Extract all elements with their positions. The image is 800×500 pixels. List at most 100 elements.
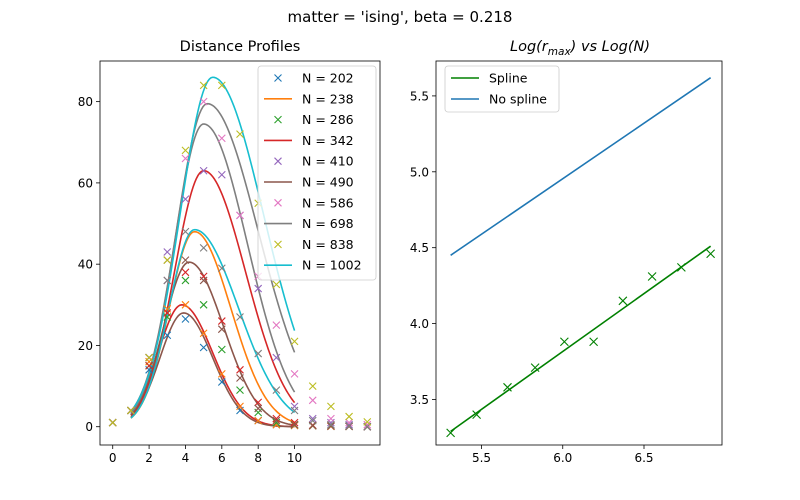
legend-label: N = 286: [302, 112, 354, 127]
legend-item: N = 342: [264, 133, 354, 148]
profile-point: [290, 421, 299, 430]
legend-label: N = 342: [302, 133, 354, 148]
legend-marker: [274, 115, 282, 124]
profile-point: [145, 361, 153, 370]
profile-point: [108, 418, 117, 427]
profile-point: [199, 276, 208, 285]
data-point: [446, 428, 456, 438]
data-point: [472, 410, 482, 420]
profile-point: [217, 345, 226, 354]
legend-box: [257, 65, 377, 281]
profile-point: [236, 402, 244, 411]
profile-point: [181, 154, 190, 163]
profile-point: [217, 370, 226, 378]
profile-point: [272, 321, 281, 330]
profile-point: [290, 420, 299, 429]
legend-item: N = 698: [264, 216, 354, 231]
x-tick-label: 0: [109, 451, 117, 465]
legend-item: N = 238: [264, 91, 354, 106]
profile-point: [199, 329, 208, 338]
legend-item: N = 586: [274, 195, 354, 210]
profile-point: [127, 406, 135, 415]
data-point: [589, 337, 599, 347]
legend-item: N = 838: [274, 237, 354, 252]
profile-point: [217, 264, 226, 273]
profile-point: [181, 268, 190, 277]
profile-point: [163, 256, 172, 264]
right-chart-title: Log(rmax) vs Log(N): [510, 39, 650, 58]
profile-point: [217, 378, 226, 386]
y-tick-label: 40: [78, 258, 93, 272]
y-tick-label: 60: [78, 176, 93, 190]
left-axes-frame: [99, 60, 381, 446]
data-point: [676, 263, 686, 272]
profile-point: [272, 414, 281, 423]
left-plot-area: [108, 76, 372, 431]
profile-point: [272, 353, 281, 362]
profile-point: [181, 146, 190, 155]
x-tick-label: 5.5: [472, 451, 491, 465]
x-tick-label: 6.5: [634, 451, 653, 465]
data-point: [503, 382, 512, 392]
legend-item: N = 1002: [264, 258, 362, 273]
profile-point: [217, 325, 226, 334]
legend-label: Spline: [489, 71, 528, 86]
profile-point: [290, 337, 299, 346]
data-point: [559, 337, 569, 347]
profile-point: [327, 420, 335, 429]
profile-point: [308, 382, 317, 390]
profile-point: [217, 134, 226, 143]
profile-point: [181, 195, 190, 204]
right-axes: 5.5 6.0 6.5 3.5 4.0 4.5 5.0 5.5: [410, 60, 723, 465]
profile-point: [199, 81, 208, 90]
profile-point: [217, 317, 226, 325]
profile-point: [272, 416, 281, 425]
profile-point: [290, 406, 299, 415]
right-plot-area: [446, 77, 716, 438]
profile-point: [290, 370, 299, 378]
profile-point: [290, 402, 299, 411]
profile-point: [272, 386, 281, 395]
right-legend: Spline No spline: [444, 65, 560, 113]
profile-point: [254, 349, 263, 358]
y-tick-label: 3.5: [410, 393, 429, 407]
y-tick-label: 4.5: [410, 241, 429, 255]
profile-curve-4: [130, 312, 295, 428]
legend-marker: [274, 198, 282, 207]
data-point: [647, 272, 657, 281]
legend-label: No spline: [489, 92, 547, 107]
profile-point: [290, 418, 299, 427]
profile-point: [199, 244, 208, 252]
profile-point: [345, 422, 353, 430]
profile-point: [181, 315, 190, 323]
profile-point: [236, 406, 244, 415]
profile-point: [217, 170, 226, 179]
profile-point: [308, 414, 317, 423]
profile-curve-5: [130, 261, 295, 426]
right-axes-frame: [435, 60, 723, 446]
profile-point: [163, 309, 172, 317]
profile-point: [272, 280, 281, 289]
profile-point: [145, 353, 153, 362]
profile-point: [254, 284, 263, 293]
legend-label: N = 1002: [302, 258, 362, 273]
profile-point: [254, 398, 263, 407]
profile-point: [254, 404, 263, 413]
profile-point: [181, 300, 190, 309]
profile-point: [236, 386, 244, 395]
figure-suptitle: matter = 'ising', beta = 0.218: [288, 8, 513, 26]
profile-point: [254, 408, 263, 417]
y-tick-label: 20: [78, 339, 93, 353]
profile-curve-8: [130, 228, 296, 419]
right-chart: Log(rmax) vs Log(N) 5.5 6.0 6.53.54.04.55.…: [410, 39, 723, 465]
profile-point: [345, 418, 353, 427]
y-tick-label: 5.0: [410, 165, 429, 179]
profile-point: [181, 276, 190, 285]
data-point: [618, 296, 628, 306]
profile-point: [327, 402, 335, 411]
profile-point: [199, 166, 208, 175]
profile-point: [181, 227, 190, 236]
data-point: [706, 249, 716, 259]
left-chart: Distance Profiles 0 2 4 6 8 10 0 20 40 60 80 N = 2…: [78, 39, 381, 465]
left-chart-title: Distance Profiles: [180, 39, 301, 55]
